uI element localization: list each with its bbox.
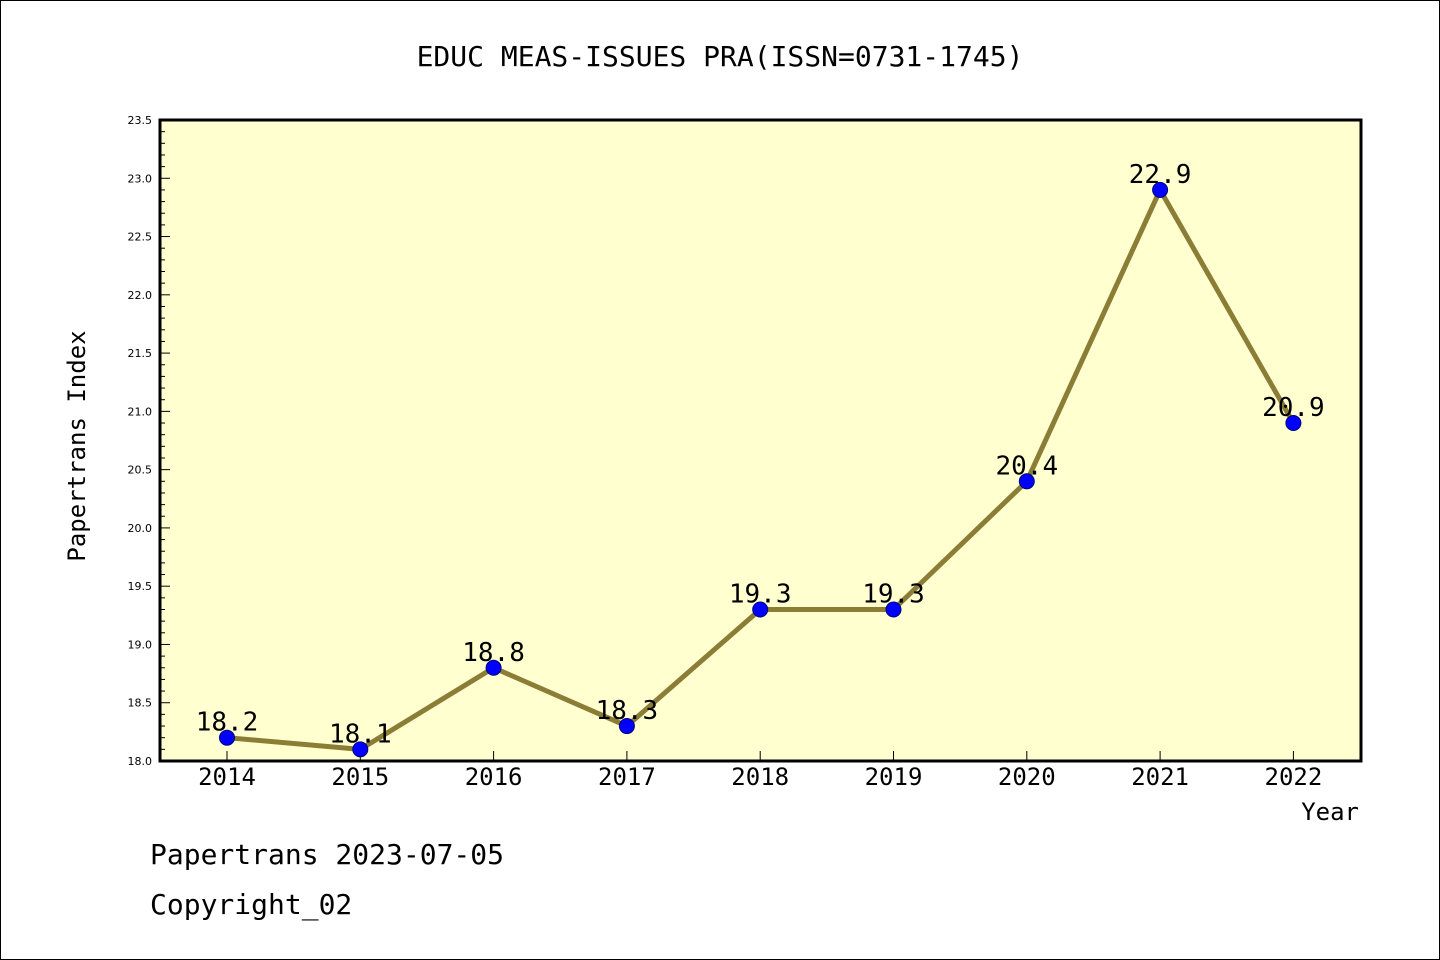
x-tick-label: 2022	[1265, 763, 1323, 791]
data-label: 18.1	[329, 719, 392, 749]
x-tick-label: 2015	[331, 763, 389, 791]
data-point	[485, 659, 502, 676]
y-tick-label: 19.5	[128, 580, 153, 593]
x-tick-label: 2021	[1131, 763, 1189, 791]
data-label: 20.4	[995, 451, 1058, 481]
series-line-group	[219, 181, 1302, 758]
footer-date: Papertrans 2023-07-05	[150, 838, 504, 871]
y-tick-label: 20.0	[128, 522, 153, 535]
data-point	[752, 601, 769, 618]
data-label: 22.9	[1129, 160, 1192, 190]
y-axis: 18.0 18.5 19.0 19.5 20.0 20.5 21.0 21.5 22.0 22.5…	[128, 114, 170, 768]
data-point	[219, 729, 235, 746]
x-tick-label: 2014	[198, 763, 256, 791]
x-tick-label: 2020	[998, 763, 1056, 791]
y-tick-label: 20.5	[128, 464, 153, 477]
x-tick-label: 2018	[731, 763, 789, 791]
y-tick-label: 19.0	[128, 638, 153, 651]
y-tick-label: 18.5	[128, 697, 153, 710]
data-point	[1018, 473, 1035, 490]
y-tick-label: 23.5	[128, 114, 153, 127]
y-tick-label: 22.5	[128, 231, 153, 244]
y-tick-label: 18.0	[128, 755, 153, 768]
x-axis: 2014 2015 2016 2017 2018 2019 2020 2021 2022	[198, 751, 1322, 791]
y-tick-label: 21.5	[128, 347, 153, 360]
data-point	[1152, 181, 1169, 198]
data-label: 18.8	[462, 638, 525, 668]
data-point	[885, 601, 902, 618]
chart-title: EDUC MEAS-ISSUES PRA(ISSN=0731-1745)	[417, 40, 1024, 73]
x-tick-label: 2019	[865, 763, 923, 791]
x-tick-label: 2017	[598, 763, 656, 791]
data-label: 20.9	[1262, 393, 1325, 423]
data-label: 18.2	[196, 708, 259, 738]
y-tick-label: 22.0	[128, 289, 153, 302]
x-tick-label: 2016	[465, 763, 523, 791]
data-labels: 18.2 18.1 18.8 18.3 19.3 19.3 20.4 22.9 20.9	[196, 160, 1325, 749]
footer-copyright: Copyright_02	[150, 888, 352, 922]
y-tick-label: 21.0	[128, 405, 153, 418]
data-point	[618, 718, 635, 735]
y-tick-label: 23.0	[128, 172, 153, 185]
data-label: 18.3	[596, 696, 659, 726]
data-point	[352, 741, 369, 758]
x-axis-label: Year	[1301, 798, 1359, 826]
data-label: 19.3	[729, 579, 792, 609]
data-point	[1285, 415, 1302, 432]
y-axis-label: Papertrans Index	[63, 330, 91, 561]
plot-area	[158, 118, 1363, 763]
data-label: 19.3	[862, 579, 925, 609]
